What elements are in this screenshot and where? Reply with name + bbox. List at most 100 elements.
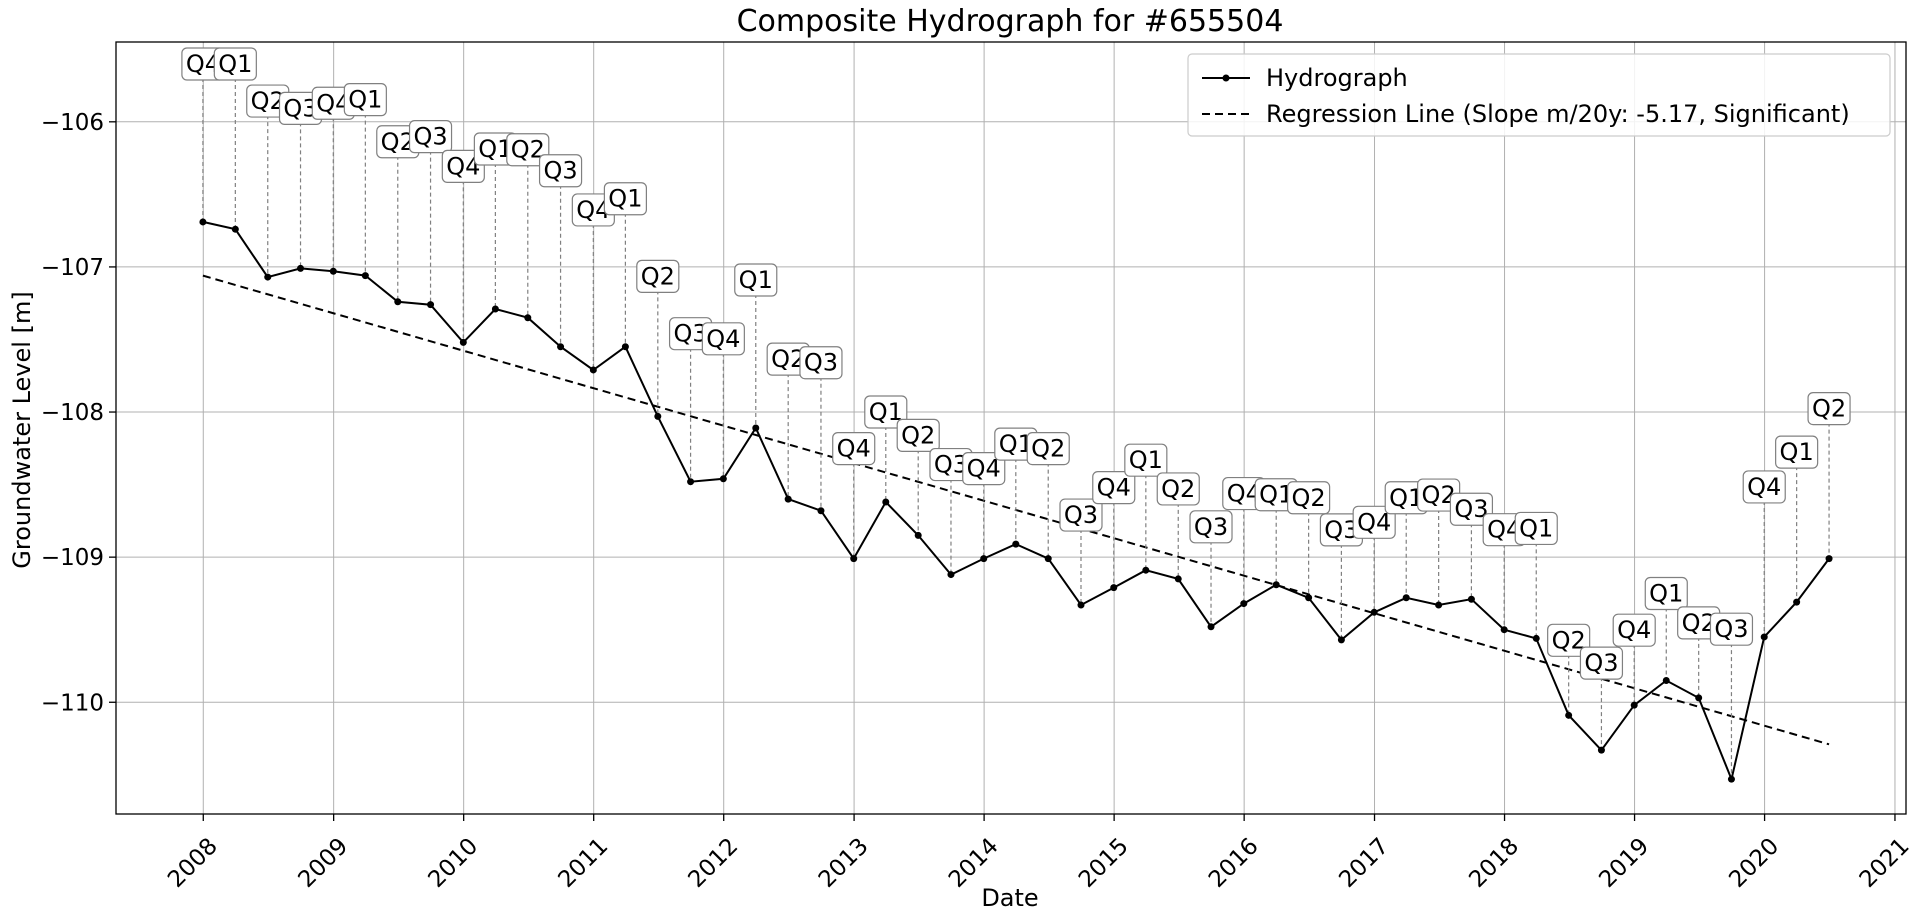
quarter-label: Q3: [1189, 510, 1233, 544]
hydrograph-point: [719, 475, 727, 483]
quarter-label: Q4: [1612, 613, 1656, 647]
quarter-label: Q2: [1807, 392, 1851, 426]
chart-title: Composite Hydrograph for #655504: [737, 4, 1284, 39]
hydrograph-point: [1044, 555, 1052, 563]
legend-hydrograph-marker: [1222, 74, 1230, 82]
quarter-label-text: Q1: [218, 50, 252, 78]
hydrograph-point: [1467, 595, 1475, 603]
quarter-label-box: [1449, 492, 1494, 526]
quarter-label: Q4: [701, 322, 745, 356]
hydrograph-point: [459, 338, 467, 346]
y-tick-label: −107: [41, 255, 104, 281]
y-tick-label: −109: [41, 545, 104, 571]
hydrograph-point: [1337, 636, 1345, 644]
legend-hydrograph-label: Hydrograph: [1266, 64, 1408, 92]
quarter-label: Q3: [1709, 612, 1754, 646]
quarter-label-box: [1709, 612, 1754, 646]
quarter-label-box: [538, 154, 583, 188]
quarter-label-text: Q1: [1780, 438, 1814, 466]
quarter-label: Q2: [1156, 472, 1200, 506]
quarter-label: Q2: [1026, 432, 1070, 466]
quarter-label: Q2: [1287, 481, 1331, 515]
quarter-label: Q3: [668, 317, 713, 351]
quarter-label-box: [636, 259, 680, 293]
quarter-label: Q1: [1124, 443, 1168, 477]
quarter-label-box: [799, 346, 843, 380]
quarter-label-box: [864, 395, 908, 429]
quarter-label-text: Q1: [739, 266, 773, 294]
quarter-label-text: Q1: [869, 398, 903, 426]
quarter-label: Q1: [473, 132, 517, 166]
quarter-label-box: [1189, 510, 1233, 544]
quarter-label-text: Q3: [1714, 615, 1748, 643]
hydrograph-point: [850, 555, 858, 563]
quarter-label: Q4: [832, 432, 876, 466]
stem-layer: [202, 78, 1830, 780]
x-axis-label: Date: [981, 884, 1038, 912]
hydrograph-point: [427, 301, 435, 309]
quarter-label: Q2: [896, 418, 940, 452]
quarter-label: Q3: [278, 91, 323, 125]
hydrograph-point: [784, 495, 792, 503]
quarter-label: Q4: [1352, 505, 1396, 539]
hydrograph-point: [914, 531, 922, 539]
quarter-label-box: [1612, 613, 1656, 647]
hydrograph-point: [1565, 711, 1573, 719]
quarter-label-text: Q4: [706, 325, 740, 353]
quarter-label-box: [1547, 623, 1591, 657]
legend: Hydrograph Regression Line (Slope m/20y: …: [1187, 53, 1891, 137]
quarter-label-text: Q4: [837, 435, 871, 463]
quarter-label-box: [896, 418, 940, 452]
quarter-label: Q1: [1644, 576, 1688, 611]
quarter-label-box: [1352, 505, 1396, 539]
y-tick-label: −106: [41, 110, 104, 136]
quarter-label-box: [1026, 432, 1070, 466]
y-axis-label: Groundwater Level [m]: [8, 291, 36, 568]
quarter-label-box: [1514, 511, 1558, 546]
hydrograph-point: [1727, 775, 1735, 783]
quarter-label-box: [1644, 576, 1688, 611]
quarter-label-box: [1287, 481, 1331, 515]
hydrograph-point: [589, 366, 597, 374]
y-tick-label: −110: [41, 690, 104, 716]
quarter-label-text: Q2: [1552, 626, 1586, 654]
quarter-label-box: [1059, 498, 1103, 532]
hydrograph-point: [1695, 694, 1703, 702]
quarter-label-box: [343, 83, 387, 117]
quarter-label-box: [1092, 471, 1136, 505]
quarter-label-box: [408, 120, 453, 154]
quarter-label-text: Q3: [1194, 513, 1228, 541]
quarter-label-box: [1775, 435, 1819, 469]
quarter-label-box: [1579, 646, 1624, 680]
legend-regression-label: Regression Line (Slope m/20y: -5.17, Sig…: [1266, 100, 1850, 128]
quarter-label-text: Q4: [1357, 508, 1391, 536]
hydrograph-point: [1630, 701, 1638, 709]
hydrograph-point: [1760, 633, 1768, 641]
hydrograph-point: [1174, 575, 1182, 583]
quarter-label: Q1: [213, 47, 257, 81]
quarter-label: Q3: [1319, 513, 1363, 547]
quarter-label-text: Q4: [1747, 473, 1781, 501]
hydrograph-point: [1305, 594, 1313, 602]
hydrograph-point: [1435, 601, 1443, 609]
hydrograph-point: [557, 343, 565, 351]
quarter-label: Q3: [1579, 646, 1624, 680]
hydrograph-point: [882, 498, 890, 506]
hydrograph-point: [231, 225, 239, 233]
y-tick-label: −108: [41, 400, 104, 426]
quarter-label: Q3: [1059, 498, 1103, 532]
hydrograph-point: [1142, 566, 1150, 574]
hydrograph-point: [1402, 594, 1410, 602]
hydrograph-point: [297, 264, 305, 272]
hydrograph-point: [1597, 746, 1605, 754]
hydrograph-point: [1272, 581, 1280, 589]
quarter-label-box: [1807, 392, 1851, 426]
quarter-label-text: Q1: [1649, 579, 1683, 607]
quarter-label-text: Q4: [1617, 616, 1651, 644]
hydrograph-point: [1662, 676, 1670, 684]
quarter-label-box: [1156, 472, 1200, 506]
hydrograph-point: [394, 298, 402, 306]
hydrograph-point: [621, 343, 629, 351]
hydrograph-point: [654, 412, 662, 420]
